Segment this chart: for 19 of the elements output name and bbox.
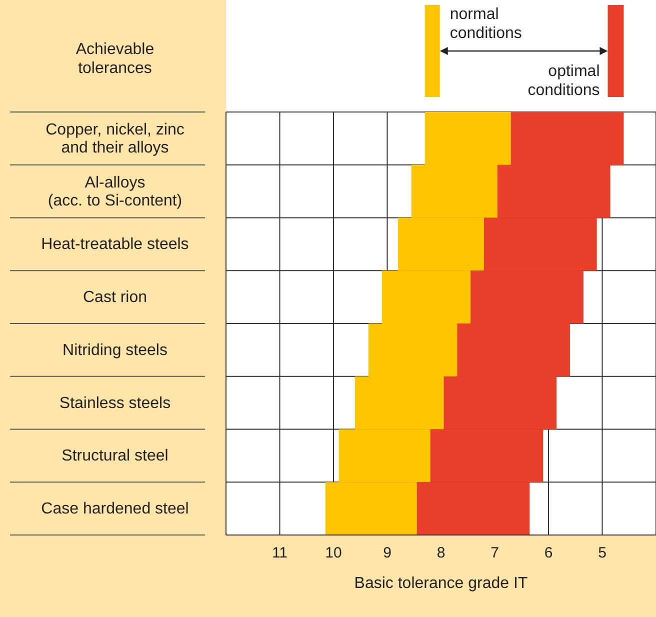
y-tick-label: Nitriding steels <box>62 342 168 359</box>
x-tick-label: 7 <box>490 544 499 562</box>
text: normal conditions <box>450 6 522 42</box>
x-tick-label: 5 <box>598 544 606 562</box>
y-tick-label: Heat-treatable steels <box>41 236 189 254</box>
x-tick-label: 9 <box>383 544 392 562</box>
y-tick-label: Al-alloys (acc. to Si-content) <box>48 174 182 210</box>
series-label: optimal conditions <box>528 63 600 99</box>
y-tick-label: Cast rion <box>82 289 148 306</box>
y-tick-label: Structural steel <box>62 448 168 465</box>
y-tick-label: Stainless steels <box>59 394 171 412</box>
x-tick-label: 6 <box>544 544 553 562</box>
x-tick-label: 10 <box>325 544 342 562</box>
x-tick-label: 11 <box>272 544 288 562</box>
y-tick-label: Copper, nickel, zinc and their alloys <box>46 121 184 156</box>
x-tick-label: 8 <box>436 544 446 562</box>
y-tick-label: Case hardened steel <box>41 500 189 518</box>
x-axis-title: Basic tolerance grade IT <box>353 575 529 593</box>
chart-title: Achievable tolerances <box>74 40 156 78</box>
